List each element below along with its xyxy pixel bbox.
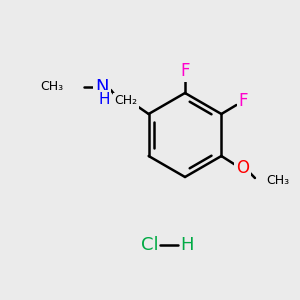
- Text: CH₃: CH₃: [266, 173, 289, 187]
- Text: H: H: [180, 236, 194, 254]
- Text: CH₂: CH₂: [115, 94, 138, 107]
- Text: N: N: [95, 78, 109, 96]
- Text: CH₃: CH₃: [41, 80, 64, 94]
- Text: O: O: [236, 159, 249, 177]
- Text: F: F: [239, 92, 248, 110]
- Text: H: H: [98, 92, 110, 106]
- Text: F: F: [180, 62, 190, 80]
- Text: Cl: Cl: [141, 236, 159, 254]
